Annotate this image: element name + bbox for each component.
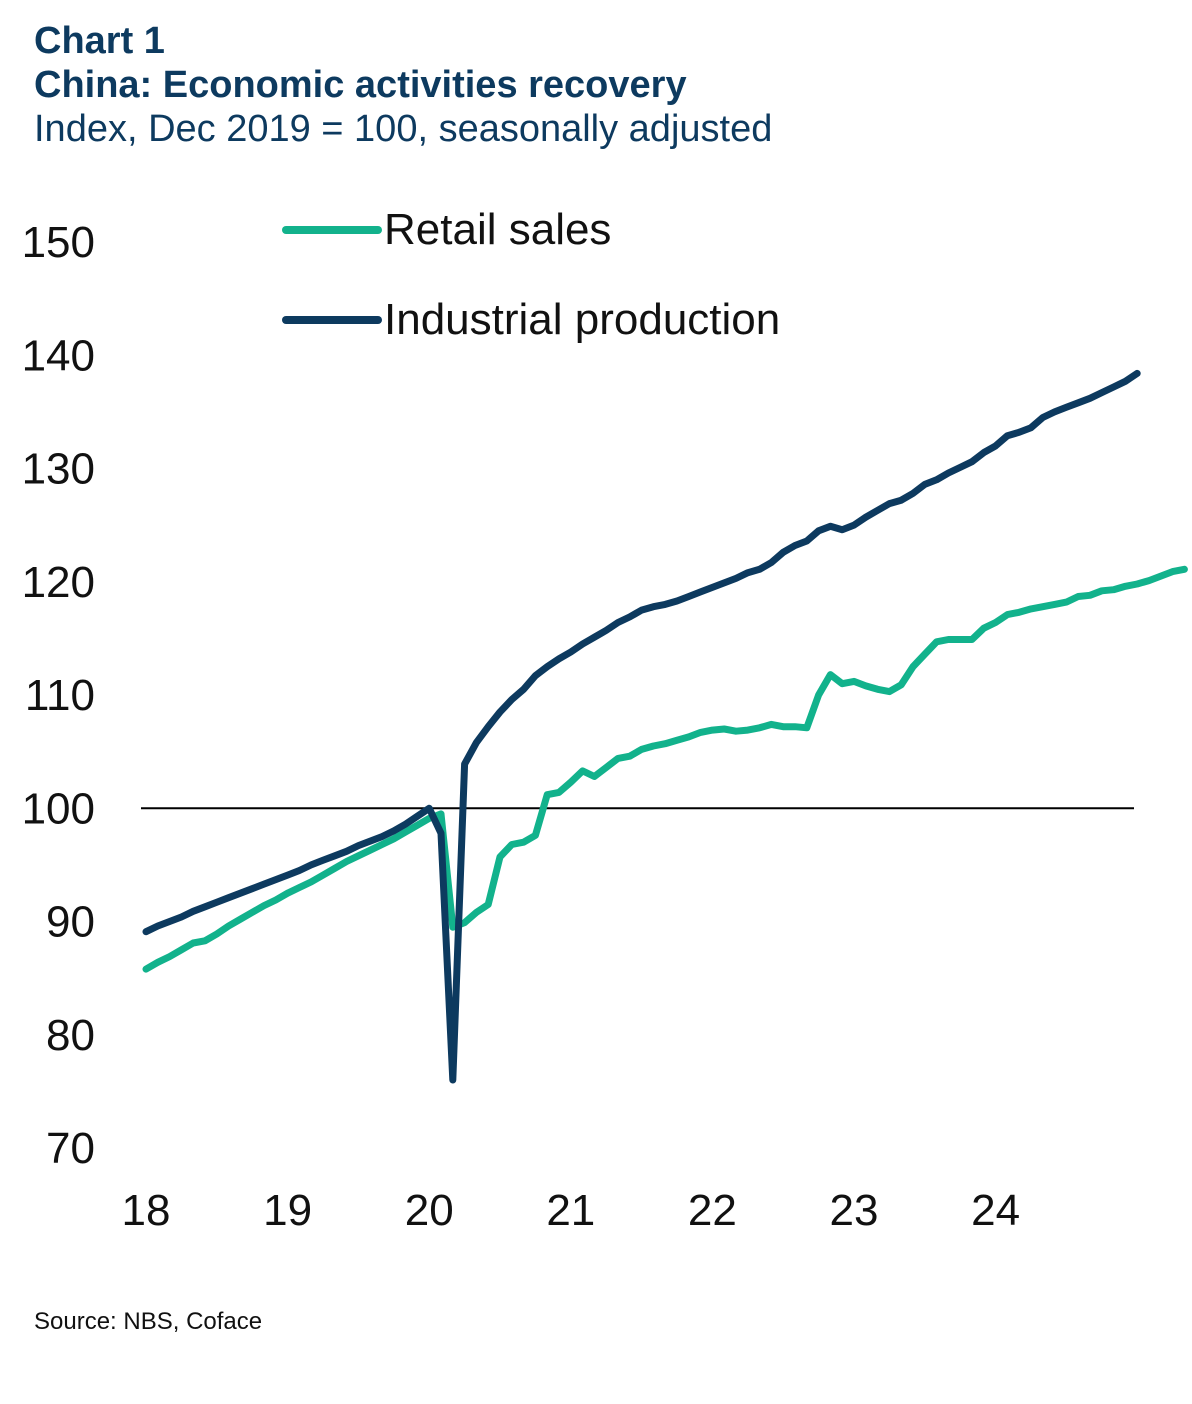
chart-title: China: Economic activities recovery	[34, 64, 687, 106]
y-tick-label-120: 120	[22, 558, 95, 607]
legend: Retail sales Industrial production	[282, 205, 780, 344]
source-note: Source: NBS, Coface	[34, 1308, 263, 1335]
x-tick-label-19: 19	[263, 1186, 312, 1235]
legend-label-industrial-production: Industrial production	[384, 295, 780, 344]
x-tick-label-23: 23	[830, 1186, 879, 1235]
series-lines	[142, 369, 1188, 1084]
x-axis-tick-labels: 18 19 20 21 22 23 24	[122, 1186, 1021, 1235]
chart-title-block: Chart 1 China: Economic activities recov…	[34, 22, 772, 148]
y-axis-tick-labels: 150 140 130 120 110 100 90 80 70	[22, 218, 95, 1173]
y-tick-label-80: 80	[46, 1011, 95, 1060]
y-tick-label-110: 110	[25, 671, 95, 720]
y-tick-label-100: 100	[22, 784, 95, 833]
x-tick-label-22: 22	[688, 1186, 737, 1235]
y-tick-label-150: 150	[22, 218, 95, 267]
chart-subtitle: Index, Dec 2019 = 100, seasonally adjust…	[34, 108, 773, 150]
y-tick-label-90: 90	[46, 898, 95, 947]
y-tick-label-70: 70	[46, 1124, 95, 1173]
x-tick-label-24: 24	[971, 1186, 1020, 1235]
y-tick-label-130: 130	[22, 445, 95, 494]
x-tick-label-20: 20	[405, 1186, 454, 1235]
series-line-retail-sales	[142, 565, 1188, 973]
y-tick-label-140: 140	[22, 331, 95, 380]
legend-label-retail-sales: Retail sales	[384, 205, 611, 254]
x-tick-label-21: 21	[546, 1186, 595, 1235]
series-line-industrial-production	[142, 369, 1141, 1084]
x-tick-label-18: 18	[122, 1186, 171, 1235]
chart-label: Chart 1	[34, 20, 165, 62]
